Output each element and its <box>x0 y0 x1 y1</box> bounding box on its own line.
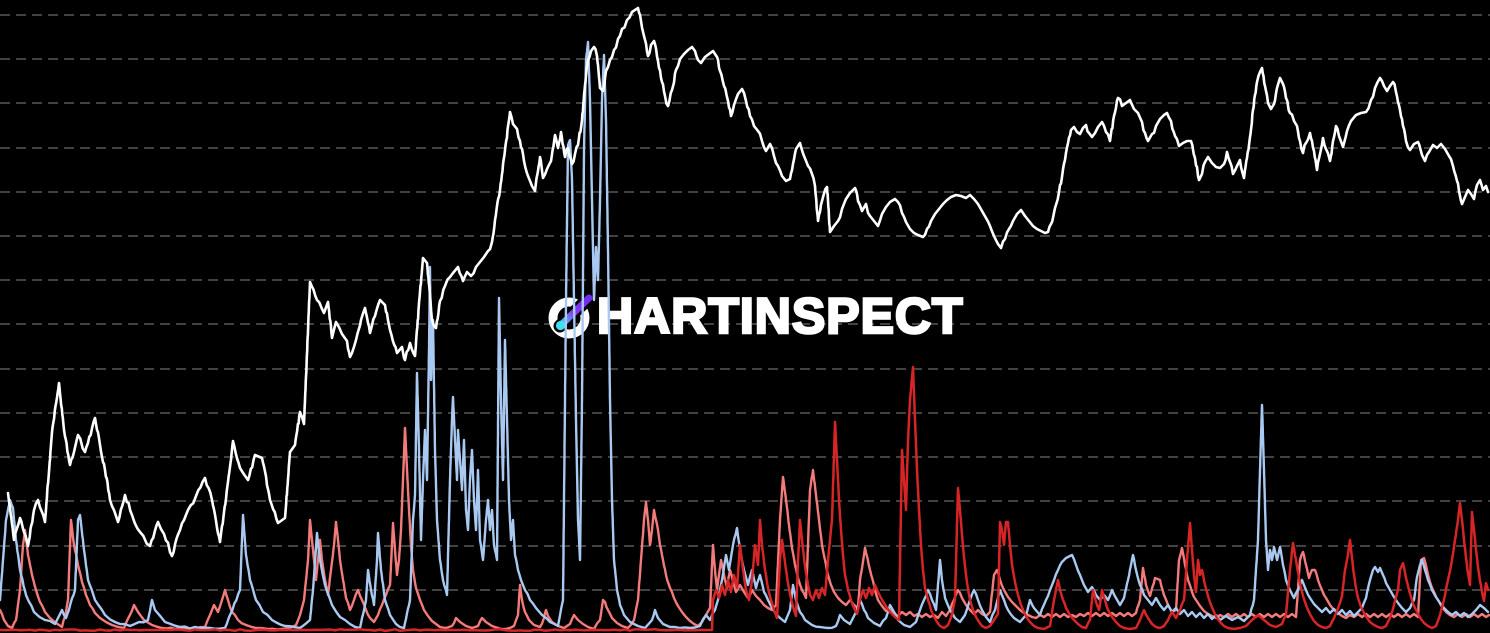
watermark-text: HARTINSPECT <box>596 288 964 344</box>
logo-comet-head <box>555 320 566 331</box>
chartinspect-logo-icon <box>548 290 596 339</box>
chartinspect-watermark: HARTINSPECT <box>548 290 964 344</box>
